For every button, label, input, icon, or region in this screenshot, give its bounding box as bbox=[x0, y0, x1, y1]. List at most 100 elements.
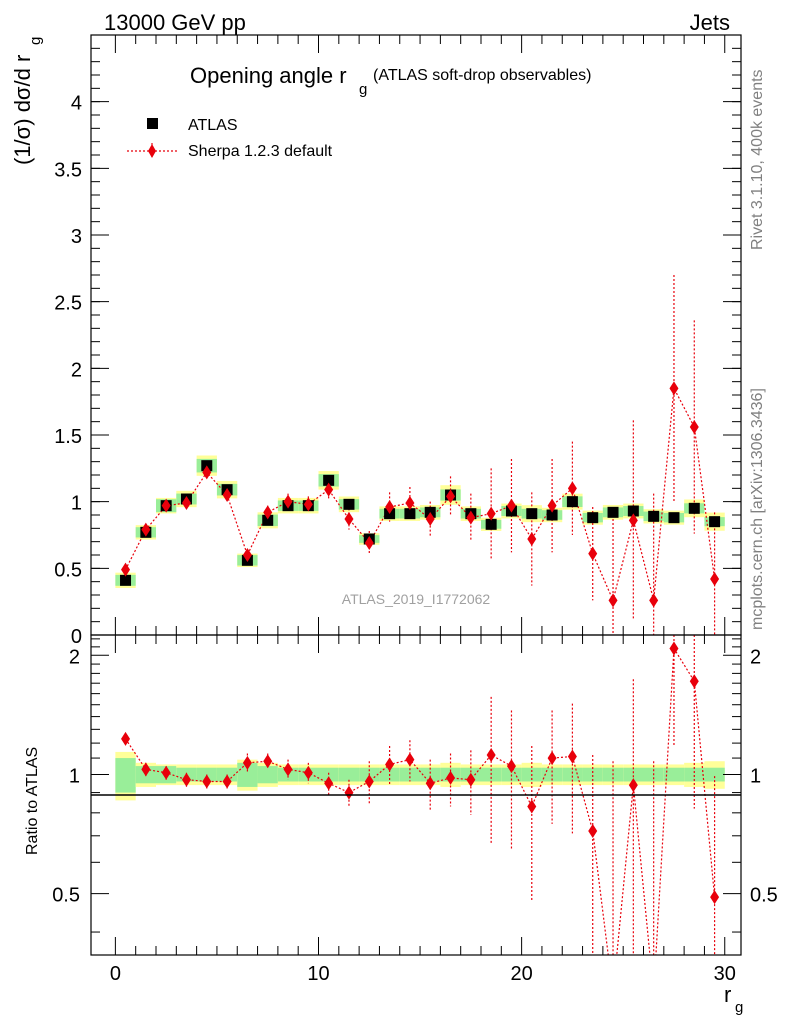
legend-mc-marker bbox=[148, 144, 156, 158]
ratio-point bbox=[303, 765, 313, 780]
x-axis-label-subscript: g bbox=[735, 999, 743, 1016]
atlas-point bbox=[587, 512, 599, 524]
ratio-point bbox=[486, 747, 496, 762]
ratio-point bbox=[466, 772, 476, 787]
ratio-panel: 0 10 20 30 0.5 0.5 1 1 2 2 Ratio to ATLAS r g bbox=[24, 634, 778, 1016]
x-tick-label: 10 bbox=[307, 963, 329, 985]
y-tick-label: 3.5 bbox=[54, 159, 82, 181]
ratio-tick-label: 1 bbox=[69, 765, 80, 787]
mc-point bbox=[649, 593, 659, 608]
y-tick-label: 2 bbox=[71, 359, 82, 381]
y-tick-label: 1.5 bbox=[54, 426, 82, 448]
ratio-point bbox=[364, 774, 374, 789]
ratio-point bbox=[222, 774, 232, 789]
chart-title-rest: (ATLAS soft-drop observables) bbox=[373, 67, 591, 84]
x-axis-label: r bbox=[724, 982, 731, 1007]
ratio-point bbox=[567, 749, 577, 764]
atlas-point bbox=[648, 510, 660, 522]
ratio-point bbox=[181, 772, 191, 787]
y-tick-label: 0.5 bbox=[54, 559, 82, 581]
ratio-point bbox=[161, 765, 171, 780]
mc-point bbox=[222, 488, 232, 502]
x-tick-label: 20 bbox=[511, 963, 533, 985]
atlas-point bbox=[262, 514, 274, 526]
y-tick-label: 3 bbox=[71, 226, 82, 248]
y-tick-label: 4 bbox=[71, 93, 82, 115]
ratio-point bbox=[283, 762, 293, 777]
ratio-point bbox=[263, 754, 273, 769]
ratio-point bbox=[588, 823, 598, 838]
chart-title-subscript: g bbox=[359, 81, 367, 98]
mcplots-label: mcplots.cern.ch [arXiv:1306.3436] bbox=[749, 388, 766, 630]
mc-point bbox=[121, 562, 131, 577]
ratio-point bbox=[324, 776, 334, 791]
mc-point bbox=[466, 510, 476, 525]
mc-point bbox=[141, 522, 151, 537]
atlas-point bbox=[323, 474, 335, 486]
mc-point bbox=[161, 498, 171, 513]
mc-points bbox=[121, 381, 720, 608]
mc-point bbox=[425, 512, 435, 526]
mc-point bbox=[547, 498, 557, 513]
x-tick-label: 30 bbox=[714, 963, 736, 985]
mc-point bbox=[263, 505, 273, 520]
mc-point bbox=[344, 512, 354, 526]
atlas-point bbox=[485, 518, 497, 530]
ratio-band-inner bbox=[663, 767, 685, 782]
mc-point bbox=[628, 513, 638, 528]
atlas-point bbox=[627, 505, 639, 517]
ratio-band-inner bbox=[115, 758, 136, 793]
ratio-tick-label-right: 0.5 bbox=[750, 885, 778, 907]
ratio-point bbox=[628, 778, 638, 793]
mc-point bbox=[669, 381, 679, 396]
ratio-band-inner bbox=[582, 767, 603, 782]
mc-point bbox=[608, 593, 618, 608]
mc-point bbox=[486, 506, 496, 521]
y-axis-label: (1/σ) dσ/d r bbox=[10, 55, 35, 165]
header-right-label: Jets bbox=[690, 10, 730, 35]
mc-line bbox=[124, 386, 716, 603]
atlas-point bbox=[668, 512, 680, 524]
ratio-band-inner bbox=[257, 766, 278, 784]
y-axis-label-subscript: g bbox=[27, 37, 44, 45]
ratio-band-inner bbox=[562, 767, 583, 782]
chart-title-main: Opening angle r bbox=[190, 63, 347, 88]
ratio-band-inner bbox=[399, 767, 421, 782]
mc-point bbox=[567, 481, 577, 496]
mc-point bbox=[364, 536, 374, 550]
ratio-band-inner bbox=[237, 762, 258, 787]
mc-point bbox=[506, 498, 516, 513]
ratio-point bbox=[202, 774, 212, 789]
atlas-point bbox=[120, 574, 132, 586]
atlas-point bbox=[526, 508, 538, 520]
ratio-point bbox=[669, 641, 679, 656]
atlas-point bbox=[546, 509, 558, 521]
atlas-point bbox=[607, 506, 619, 518]
ratio-band-inner bbox=[704, 767, 725, 782]
ratio-point bbox=[344, 785, 354, 800]
ratio-point bbox=[506, 759, 516, 774]
atlas-point bbox=[709, 516, 721, 528]
mc-point bbox=[242, 548, 252, 562]
rivet-label: Rivet 3.1.10, 400k events bbox=[749, 69, 766, 250]
ratio-band-inner bbox=[623, 767, 644, 782]
ratio-point bbox=[425, 776, 435, 791]
mc-point bbox=[303, 497, 313, 512]
ratio-point bbox=[689, 674, 699, 689]
ratio-band-inner bbox=[684, 767, 705, 782]
ratio-point bbox=[710, 890, 720, 905]
ratio-tick-label: 2 bbox=[69, 646, 80, 668]
mc-point bbox=[588, 546, 598, 561]
ratio-point bbox=[242, 755, 252, 770]
mc-point bbox=[202, 465, 212, 480]
ratio-point bbox=[405, 752, 415, 767]
mc-polyline bbox=[124, 386, 716, 603]
ratio-point bbox=[527, 799, 537, 814]
y-tick-label: 1 bbox=[71, 493, 82, 515]
ratio-frame bbox=[90, 634, 742, 956]
ratio-tick-label-right: 2 bbox=[750, 646, 761, 668]
mc-point bbox=[689, 420, 699, 434]
mc-point bbox=[181, 496, 191, 510]
ratio-y-axis-label: Ratio to ATLAS bbox=[24, 747, 41, 855]
